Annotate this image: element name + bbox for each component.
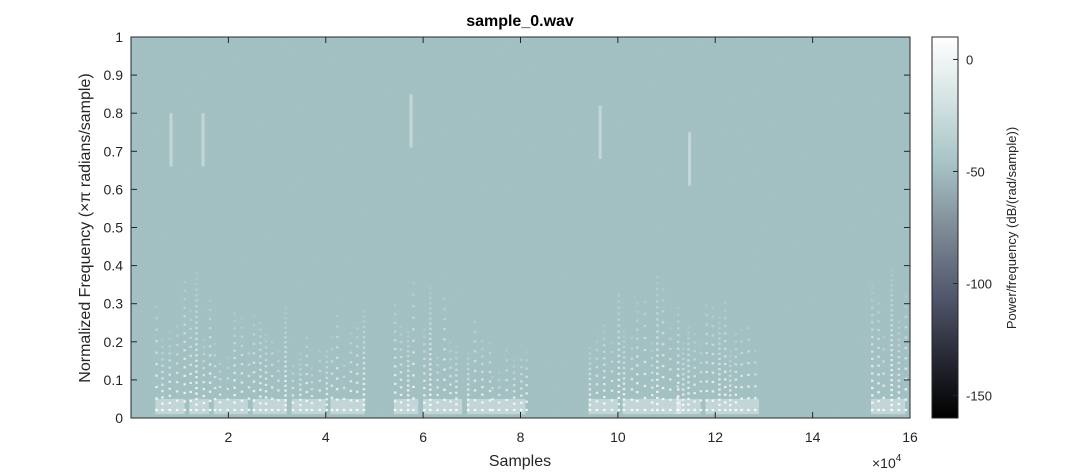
x-axis-exponent: ×104 (872, 453, 902, 471)
spectrogram-plot-area: 2 4 6 8 10 12 14 16 0 0.1 0.2 0.3 0.4 0.5 0.6 0.7 0.8 0.… (104, 29, 918, 445)
speech-segment (491, 349, 528, 415)
y-tick-label: 0.1 (104, 372, 124, 388)
y-tick-label: 0.6 (104, 181, 124, 197)
x-tick-label: 12 (707, 429, 723, 445)
x-axis-ticks: 2 4 6 8 10 12 14 16 (224, 37, 918, 445)
speech-segment (252, 307, 287, 415)
x-axis-label: Samples (489, 453, 551, 470)
colorbar-gradient (931, 36, 959, 419)
y-tick-label: 0 (115, 410, 123, 426)
speech-segment (588, 105, 621, 415)
spectrogram-noise-texture (131, 37, 910, 418)
speech-segment (423, 286, 463, 415)
speech-segment (871, 269, 908, 415)
speech-segment (213, 312, 251, 415)
y-tick-label: 0.7 (104, 143, 124, 159)
speech-segment (466, 320, 492, 415)
x-tick-label: 14 (805, 429, 821, 445)
y-tick-label: 0.5 (104, 220, 124, 236)
x-tick-label: 4 (322, 429, 330, 445)
chart-title: sample_0.wav (466, 13, 574, 30)
colorbar-tick-label: -100 (966, 277, 992, 292)
speech-segment (393, 94, 419, 415)
y-axis-label: Normalized Frequency (×π radians/sample) (77, 73, 94, 382)
x-tick-label: 16 (902, 429, 918, 445)
colorbar-tick-label: -50 (966, 164, 985, 179)
colorbar: 0 -50 -100 -150 Power/frequency (dB/(rad/sa… (931, 36, 1019, 419)
y-tick-label: 0.2 (104, 334, 124, 350)
speech-segment (676, 132, 703, 415)
speech-segment (155, 113, 186, 415)
colorbar-label: Power/frequency (dB/(rad/sample)) (1004, 127, 1019, 329)
y-tick-label: 0.9 (104, 67, 124, 83)
spectrogram-energy-layer (155, 94, 908, 415)
speech-segment (189, 113, 212, 415)
x-tick-label: 6 (419, 429, 427, 445)
speech-segment (705, 301, 760, 415)
colorbar-ticks: 0 -50 -100 -150 (953, 52, 992, 404)
speech-segment (291, 337, 329, 415)
y-axis-ticks: 0 0.1 0.2 0.3 0.4 0.5 0.6 0.7 0.8 0.9 1 (104, 29, 910, 426)
colorbar-tick-label: -150 (966, 389, 992, 404)
x-tick-label: 8 (517, 429, 525, 445)
speech-segment (330, 310, 366, 415)
colorbar-tick-label: 0 (966, 52, 973, 67)
x-tick-label: 2 (224, 429, 232, 445)
y-tick-label: 1 (115, 29, 123, 45)
x-tick-label: 10 (610, 429, 626, 445)
y-tick-label: 0.3 (104, 296, 124, 312)
y-tick-label: 0.4 (104, 258, 124, 274)
y-tick-label: 0.8 (104, 105, 124, 121)
